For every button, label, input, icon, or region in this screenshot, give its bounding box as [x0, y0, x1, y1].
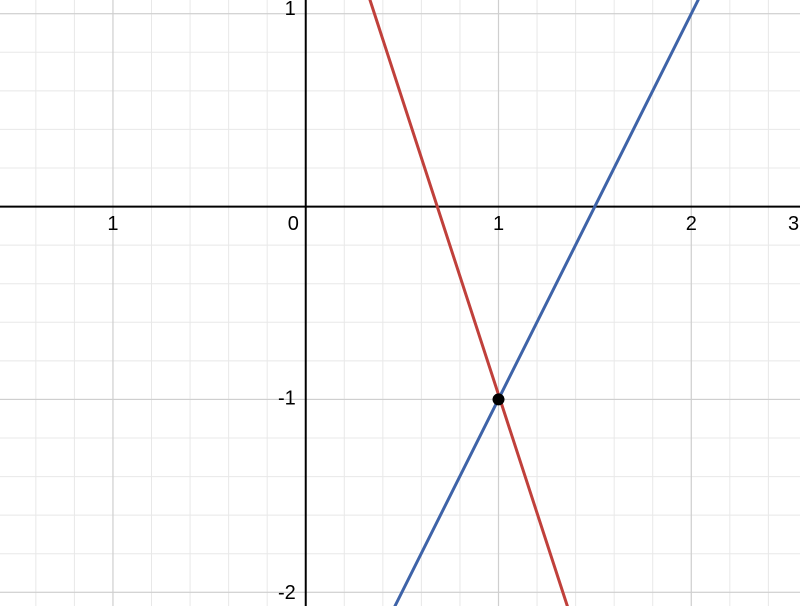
x-tick-2.564: 3: [788, 213, 799, 236]
y-tick-1: 1: [285, 0, 296, 21]
x-tick-1: 1: [493, 213, 504, 236]
plot-svg: [0, 0, 800, 606]
x-tick--1: 1: [107, 213, 118, 236]
x-tick-origin: 0: [288, 213, 299, 236]
x-tick-2: 2: [686, 213, 697, 236]
intersection-point: [493, 393, 505, 405]
y-tick--1: -1: [278, 388, 296, 411]
coordinate-plane-chart: 1 0 1 2 3 1 -1 -2: [0, 0, 800, 606]
y-tick--2: -2: [278, 582, 296, 605]
